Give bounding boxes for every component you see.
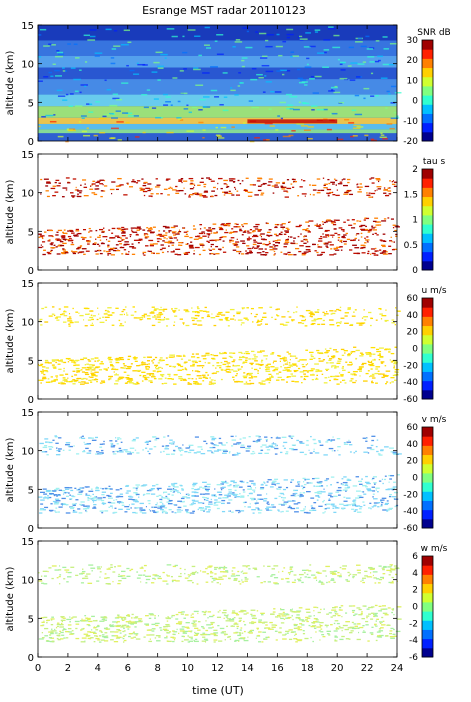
colorbar-tick-label: 0.5	[404, 241, 418, 251]
y-tick-label: 0	[28, 137, 34, 148]
colorbar-tick-label: 1	[412, 216, 418, 226]
x-tick-label: 14	[241, 663, 254, 674]
colorbar-u: u m/s60 40 20 0 -20 -40 -60	[403, 286, 447, 405]
colorbar-tick-label: 60	[407, 423, 419, 433]
colorbar-tick-label: 30	[407, 36, 419, 46]
x-axis-label: time (UT)	[192, 684, 244, 697]
colorbar-tick-label: 6	[412, 552, 418, 562]
y-axis-label: altitude (km)	[5, 50, 16, 115]
x-tick-label: 10	[181, 663, 194, 674]
colorbar-tick-label: -60	[403, 395, 418, 405]
y-tick-label: 10	[21, 189, 34, 200]
colorbar-tick-label: -20	[403, 490, 418, 500]
y-tick-label: 0	[28, 653, 34, 664]
colorbar-tick-label: -60	[403, 524, 418, 534]
x-tick-label: 0	[35, 663, 41, 674]
y-axis-label: altitude (km)	[5, 437, 16, 502]
x-tick-label: 4	[95, 663, 101, 674]
x-tick-label: 2	[65, 663, 71, 674]
colorbar-tick-label: -40	[403, 507, 418, 517]
colorbar-tick-label: -2	[409, 619, 418, 629]
colorbar-tick-label: 2	[412, 586, 418, 596]
colorbar-tick-label: 4	[412, 569, 418, 579]
y-tick-label: 5	[28, 98, 34, 109]
heatmap-field-snr	[38, 25, 402, 143]
y-tick-label: 15	[21, 279, 34, 290]
y-tick-label: 15	[21, 408, 34, 419]
colorbar-tick-label: 40	[407, 440, 419, 450]
colorbar-tick-label: -10	[403, 117, 418, 127]
y-axis-label: altitude (km)	[5, 308, 16, 373]
panel-tau: 0 5 10 15 altitude (km) tau s 2 1.5 1 0.5 0	[5, 150, 445, 277]
x-tick-label: 16	[271, 663, 284, 674]
colorbar-tick-label: 0	[412, 266, 418, 276]
colorbar-tick-label: 20	[407, 328, 419, 338]
colorbar-label: u m/s	[421, 286, 446, 296]
y-axis-label: altitude (km)	[5, 179, 16, 244]
x-tick-label: 6	[125, 663, 131, 674]
plot-frame-v	[37, 411, 398, 529]
y-tick-label: 15	[21, 21, 34, 32]
y-tick-label: 5	[28, 614, 34, 625]
colorbar-tick-label: 0	[412, 97, 418, 107]
colorbar-tick-label: -40	[403, 378, 418, 388]
colorbar-tick-label: 60	[407, 294, 419, 304]
x-tick-label: 8	[154, 663, 160, 674]
x-tick-label: 18	[301, 663, 314, 674]
y-tick-label: 10	[21, 576, 34, 587]
colorbar-label: SNR dB	[417, 28, 450, 38]
y-tick-label: 0	[28, 524, 34, 535]
y-tick-label: 10	[21, 447, 34, 458]
colorbar-label: v m/s	[422, 415, 447, 425]
colorbar-tick-label: -6	[409, 653, 418, 663]
heatmap-field-w	[38, 564, 402, 643]
colorbar-tick-label: 0	[412, 345, 418, 355]
plot-frame-tau	[37, 153, 398, 271]
x-tick-label: 24	[391, 663, 404, 674]
colorbar-tick-label: -20	[403, 137, 418, 147]
y-tick-label: 10	[21, 60, 34, 71]
y-tick-label: 5	[28, 227, 34, 238]
panel-u: 0 5 10 15 altitude (km) u m/s60 40 20 0 -20 -40 -60	[5, 279, 447, 406]
y-tick-label: 15	[21, 537, 34, 548]
y-tick-label: 0	[28, 395, 34, 406]
colorbar-tick-label: 1.5	[404, 190, 418, 200]
heatmap-field-u	[38, 306, 401, 385]
colorbar-label: tau s	[423, 157, 446, 167]
y-tick-label: 10	[21, 318, 34, 329]
y-tick-label: 0	[28, 266, 34, 277]
figure-title: Esrange MST radar 20110123	[142, 4, 306, 17]
colorbar-tick-label: 10	[407, 76, 419, 86]
y-tick-label: 5	[28, 356, 34, 367]
colorbar-tick-label: -20	[403, 361, 418, 371]
y-tick-label: 5	[28, 485, 34, 496]
heatmap-field-tau	[38, 177, 400, 256]
x-tick-label: 20	[331, 663, 344, 674]
panel-v: 0 5 10 15 altitude (km) v m/s60 40 20 0 -20 -40 -60	[5, 408, 447, 535]
colorbar-tick-label: 40	[407, 311, 419, 321]
x-tick-label: 22	[361, 663, 374, 674]
y-tick-label: 15	[21, 150, 34, 161]
colorbar-w: w m/s6 4 2 0 -2 -4 -6	[409, 544, 448, 663]
colorbar-tick-label: 20	[407, 457, 419, 467]
y-axis-label: altitude (km)	[5, 566, 16, 631]
colorbar-tick-label: 0	[412, 603, 418, 613]
colorbar-tau: tau s 2 1.5 1 0.5 0	[404, 157, 446, 276]
x-tick-label: 12	[211, 663, 224, 674]
colorbar-v: v m/s60 40 20 0 -20 -40 -60	[403, 415, 446, 534]
heatmap-field-v	[38, 435, 402, 514]
colorbar-label: w m/s	[421, 544, 448, 554]
colorbar-tick-label: -4	[409, 636, 418, 646]
colorbar-tick-label: 20	[407, 56, 419, 66]
colorbar-tick-label: 0	[412, 474, 418, 484]
colorbar-tick-label: 2	[412, 165, 418, 175]
